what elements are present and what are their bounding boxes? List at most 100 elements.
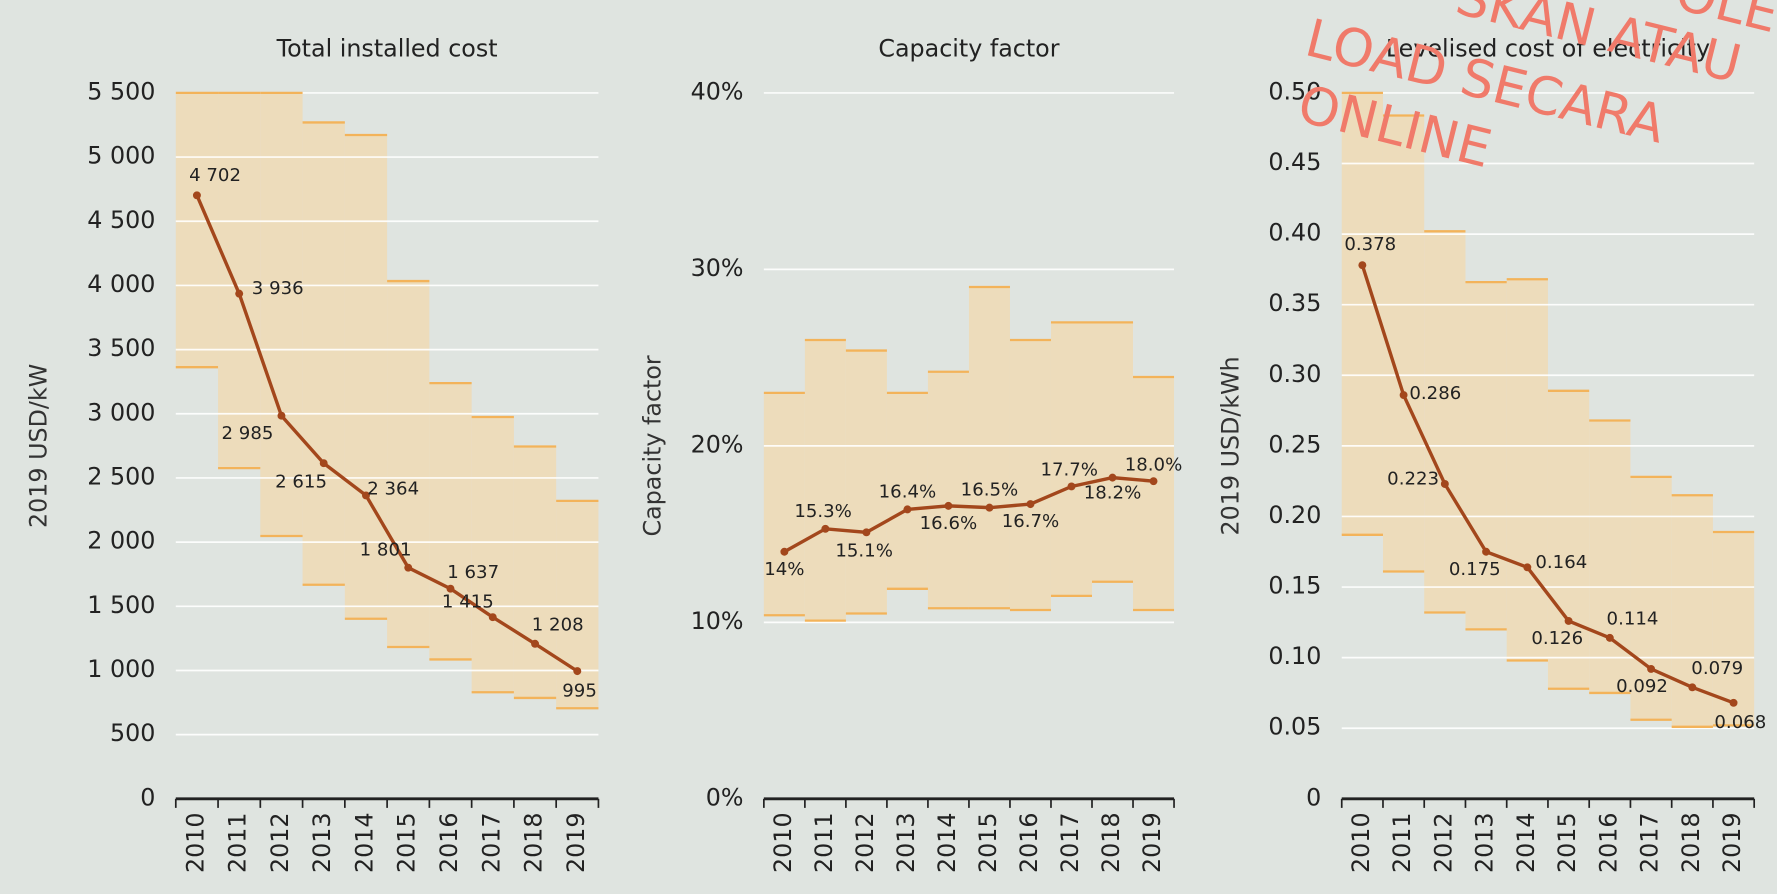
value-label: 16.4% (879, 481, 937, 502)
range-band (763, 392, 805, 616)
y-tick-label: 0.50 (1268, 77, 1321, 105)
x-tick-label: 2010 (181, 812, 209, 873)
value-label: 15.3% (794, 501, 852, 522)
value-label: 16.7% (1002, 511, 1060, 532)
x-tick-label: 2012 (266, 812, 294, 873)
range-band (556, 500, 599, 709)
y-tick-label: 30% (691, 254, 744, 282)
point (1564, 616, 1573, 625)
y-axis-label: 2019 USD/kWh (1216, 356, 1244, 535)
y-tick-label: 500 (110, 719, 155, 747)
value-label: 4 702 (189, 165, 241, 186)
range-band (302, 122, 345, 585)
value-label: 0.068 (1714, 712, 1766, 733)
point (1108, 473, 1117, 482)
y-tick-label: 0% (706, 783, 744, 811)
x-tick-label: 2017 (1636, 812, 1664, 873)
value-label: 0.286 (1409, 383, 1461, 404)
point (362, 491, 370, 500)
y-tick-label: 1 000 (87, 655, 155, 683)
x-tick-label: 2014 (350, 812, 378, 873)
y-tick-label: 0 (1306, 783, 1321, 811)
point (277, 411, 286, 420)
x-tick-label: 2011 (810, 812, 838, 873)
value-label: 3 936 (252, 278, 304, 299)
range-band (1712, 531, 1755, 726)
value-label: 1 415 (442, 591, 494, 612)
y-tick-label: 0.45 (1268, 148, 1321, 176)
y-tick-label: 4 000 (87, 270, 155, 298)
value-label: 0.114 (1607, 609, 1659, 630)
x-tick-label: 2010 (1347, 812, 1375, 873)
point (1605, 633, 1614, 642)
range-band (1589, 420, 1631, 693)
x-tick-label: 2016 (435, 812, 463, 873)
y-axis-label: 2019 USD/kW (24, 364, 52, 528)
value-label: 0.223 (1387, 468, 1439, 489)
point (1688, 683, 1697, 692)
point (1729, 698, 1738, 707)
y-tick-label: 4 500 (87, 206, 155, 234)
y-tick-label: 3 000 (87, 398, 155, 426)
y-tick-label: 10% (691, 607, 744, 635)
value-label: 17.7% (1040, 460, 1098, 481)
value-label: 995 (562, 681, 597, 702)
range-band (1009, 339, 1051, 610)
y-tick-label: 0.20 (1268, 501, 1321, 529)
x-tick-label: 2015 (1553, 812, 1581, 873)
point (1647, 664, 1656, 673)
y-tick-label: 2 500 (87, 462, 155, 490)
y-tick-label: 0 (140, 783, 155, 811)
value-label: 18.2% (1084, 482, 1142, 503)
x-tick-label: 2012 (851, 812, 879, 873)
value-label: 18.0% (1125, 454, 1183, 475)
point (446, 584, 455, 593)
point (985, 503, 994, 512)
range-band (218, 92, 261, 469)
y-tick-label: 5 500 (87, 77, 155, 105)
x-tick-label: 2015 (974, 812, 1002, 873)
point (235, 289, 244, 298)
point (1149, 477, 1158, 486)
value-label: 1 801 (360, 540, 412, 561)
y-tick-label: 0.05 (1268, 713, 1321, 741)
point (1482, 547, 1491, 556)
chart-title: Capacity factor (878, 34, 1059, 62)
range-band (1506, 279, 1548, 661)
point (319, 459, 328, 468)
point (1523, 563, 1532, 572)
range-band (1133, 377, 1175, 610)
x-tick-label: 2019 (1138, 812, 1166, 873)
range-band (1630, 476, 1672, 720)
line (1360, 264, 1735, 705)
range-band (1547, 390, 1590, 689)
value-label: 15.1% (835, 541, 893, 562)
y-tick-label: 2 000 (87, 527, 155, 555)
range-band (804, 339, 846, 621)
value-label: 0.164 (1535, 552, 1587, 573)
value-label: 1 208 (532, 615, 584, 636)
value-label: 14% (764, 559, 804, 580)
point (903, 505, 912, 514)
point (192, 191, 201, 200)
x-tick-label: 2013 (1471, 812, 1499, 873)
y-tick-label: 3 500 (87, 334, 155, 362)
value-label: 2 364 (367, 479, 419, 500)
point (1440, 480, 1449, 488)
line (195, 194, 579, 673)
range-band (1050, 322, 1093, 596)
point (1067, 482, 1076, 491)
x-tick-label: 2018 (1677, 812, 1705, 873)
value-label: 1 637 (447, 562, 499, 583)
value-label: 0.126 (1531, 628, 1583, 649)
y-tick-label: 5 000 (87, 142, 155, 170)
range-band (513, 446, 557, 698)
x-tick-label: 2017 (477, 812, 505, 873)
point (531, 639, 540, 648)
range-band (927, 371, 969, 609)
x-tick-label: 2016 (1015, 812, 1043, 873)
range-band (1465, 282, 1507, 630)
x-tick-label: 2018 (1097, 812, 1125, 873)
